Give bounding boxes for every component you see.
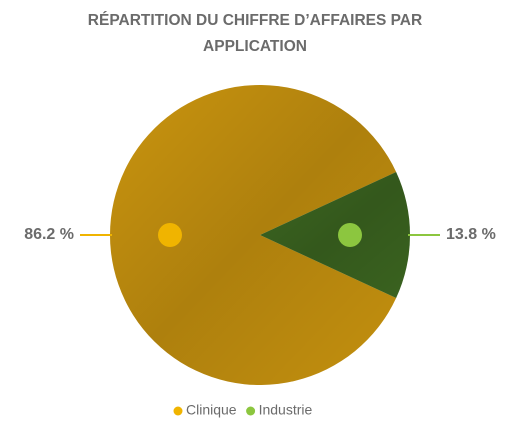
legend: Clinique Industrie <box>173 402 313 418</box>
value-label: 86.2 % <box>24 226 74 243</box>
slice-marker <box>158 223 182 247</box>
slice-texture <box>260 171 410 299</box>
legend-swatch <box>246 406 256 416</box>
legend-label: Clinique <box>186 402 237 418</box>
value-label: 13.8 % <box>446 226 496 243</box>
chart-title: RÉPARTITION DU CHIFFRE D’AFFAIRES PAR AP… <box>87 12 423 55</box>
slice-marker <box>338 223 362 247</box>
legend-swatch <box>173 406 183 416</box>
legend-label: Industrie <box>259 402 313 418</box>
slice-texture <box>109 84 397 386</box>
